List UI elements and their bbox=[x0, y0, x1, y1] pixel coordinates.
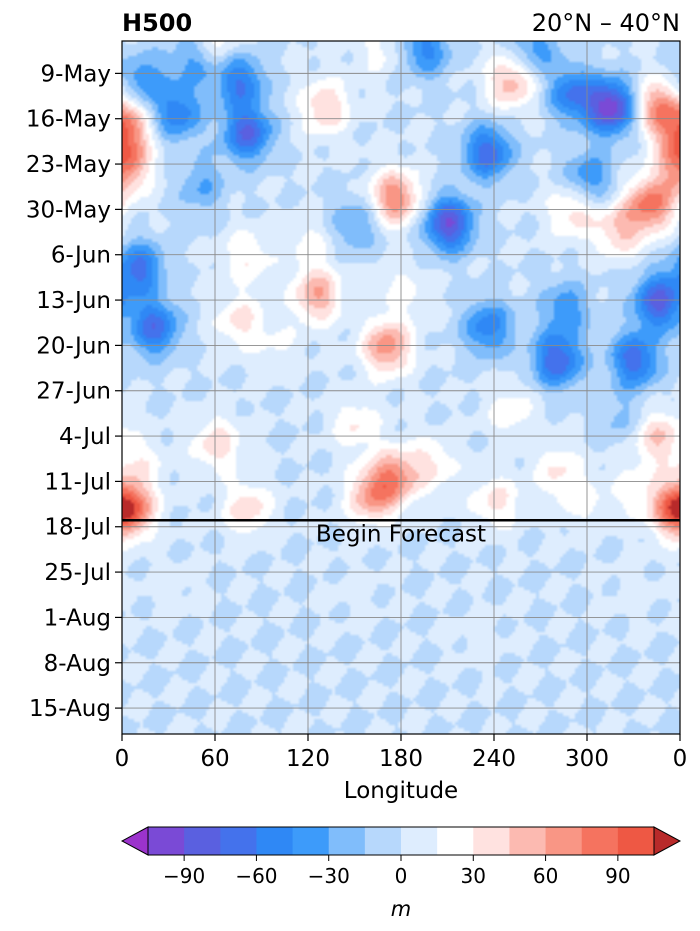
y-tick-label-4: 6-Jun bbox=[51, 243, 111, 269]
colorbar-segment-8 bbox=[437, 827, 474, 855]
y-tick-label-2: 23-May bbox=[26, 152, 111, 178]
colorbar-segment-12 bbox=[581, 827, 619, 855]
colorbar-segment-11 bbox=[545, 827, 583, 855]
y-tick-label-9: 11-Jul bbox=[44, 469, 111, 495]
colorbar-tick-label-0: −90 bbox=[163, 864, 205, 888]
colorbar-segment-6 bbox=[364, 827, 402, 855]
y-tick-label-0: 9-May bbox=[41, 61, 111, 87]
chart-title-right: 20°N – 40°N bbox=[532, 9, 680, 37]
colorbar-segment-2 bbox=[220, 827, 258, 855]
colorbar-segment-3 bbox=[256, 827, 294, 855]
plot-area: Begin Forecast bbox=[122, 41, 680, 734]
x-axis-ticks: 0 60 120 180 240 300 0 bbox=[115, 734, 688, 772]
colorbar-segment-7 bbox=[401, 827, 438, 855]
y-tick-label-1: 16-May bbox=[26, 107, 111, 133]
y-tick-label-3: 30-May bbox=[26, 197, 111, 223]
colorbar-extend-low bbox=[120, 826, 149, 856]
y-tick-label-7: 27-Jun bbox=[36, 379, 111, 405]
colorbar-segment-5 bbox=[328, 827, 366, 855]
y-tick-label-8: 4-Jul bbox=[59, 424, 111, 450]
colorbar-tick-label-1: −60 bbox=[235, 864, 277, 888]
colorbar-extend-high bbox=[653, 826, 682, 856]
colorbar-tick-label-6: 90 bbox=[605, 864, 630, 888]
y-tick-label-13: 8-Aug bbox=[44, 651, 111, 677]
x-tick-label-4: 240 bbox=[472, 746, 516, 772]
x-axis-label: Longitude bbox=[344, 778, 458, 804]
colorbar-segment-13 bbox=[617, 827, 655, 855]
colorbar-tick-label-4: 30 bbox=[461, 864, 486, 888]
x-tick-label-2: 120 bbox=[286, 746, 330, 772]
colorbar-tick-label-3: 0 bbox=[395, 864, 408, 888]
chart-title-left: H500 bbox=[122, 9, 192, 37]
colorbar-unit-label: m bbox=[391, 897, 411, 921]
colorbar-tick-label-2: −30 bbox=[308, 864, 350, 888]
colorbar-segment-0 bbox=[148, 827, 185, 855]
y-tick-label-14: 15-Aug bbox=[29, 696, 111, 722]
colorbar-segment-10 bbox=[509, 827, 547, 855]
colorbar-segment-4 bbox=[292, 827, 330, 855]
y-tick-label-5: 13-Jun bbox=[36, 288, 111, 314]
y-tick-label-11: 25-Jul bbox=[44, 560, 111, 586]
y-tick-label-6: 20-Jun bbox=[36, 333, 111, 359]
x-tick-label-1: 60 bbox=[200, 746, 229, 772]
y-tick-label-10: 18-Jul bbox=[44, 515, 111, 541]
x-tick-label-5: 300 bbox=[565, 746, 609, 772]
x-tick-label-0: 0 bbox=[115, 746, 130, 772]
y-axis-ticks: 9-May 16-May 23-May 30-May 6-Jun 13-Jun 20-Jun… bbox=[26, 61, 122, 722]
grid-lines bbox=[122, 41, 680, 734]
colorbar-segment-1 bbox=[184, 827, 221, 855]
colorbar-segment-9 bbox=[473, 827, 511, 855]
begin-forecast-label: Begin Forecast bbox=[316, 521, 486, 547]
x-tick-label-6: 0 bbox=[673, 746, 688, 772]
y-tick-label-12: 1-Aug bbox=[44, 605, 111, 631]
colorbar-tick-label-5: 60 bbox=[533, 864, 558, 888]
colorbar: −90 −60 −30 0 30 60 90 bbox=[120, 826, 682, 888]
x-tick-label-3: 180 bbox=[379, 746, 423, 772]
